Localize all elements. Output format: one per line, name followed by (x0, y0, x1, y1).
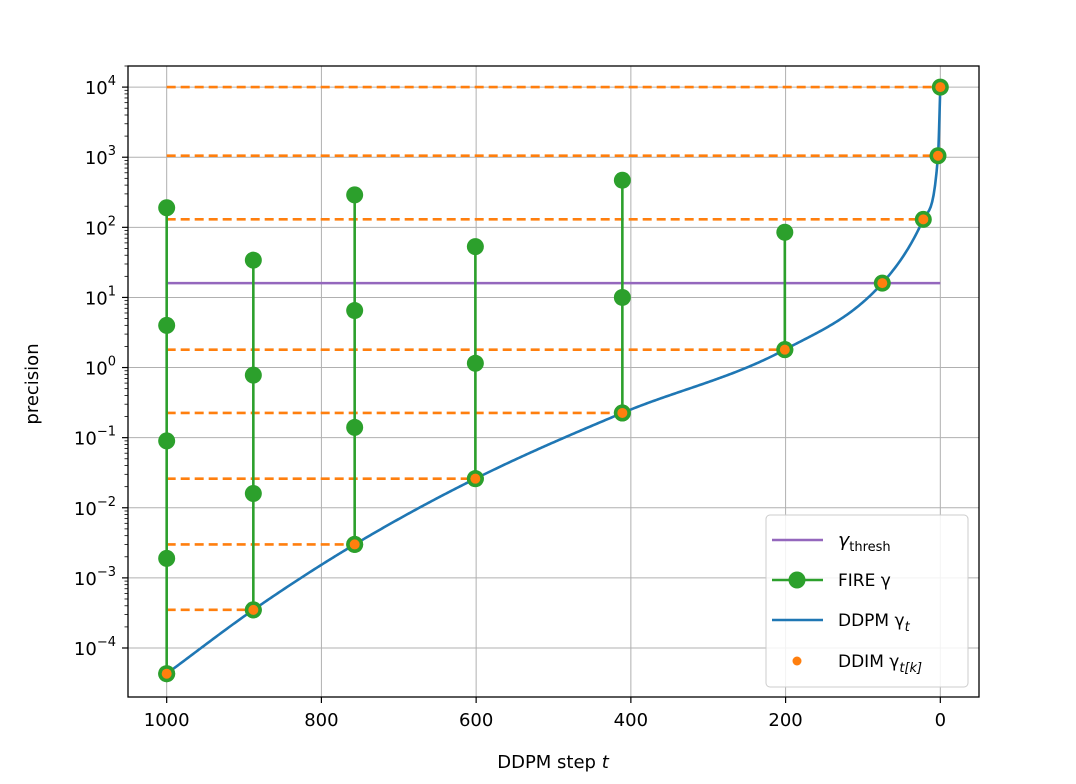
x-axis-label: DDPM step t (497, 752, 610, 773)
x-axis-ticks: 1000 800 600 400 200 0 (144, 697, 946, 731)
fire-marker (158, 316, 176, 334)
y-tick-label: 101 (85, 284, 116, 309)
legend-label-ddim-sub: t[k] (899, 661, 922, 676)
ddim-point (935, 82, 946, 93)
fire-marker (346, 418, 364, 436)
fire-marker (776, 223, 794, 241)
y-tick-label: 10−3 (74, 565, 116, 590)
ddim-point (932, 150, 943, 161)
ddim-point (779, 344, 790, 355)
fire-marker (158, 199, 176, 217)
ddim-point (248, 604, 259, 615)
legend-label-ddpm-sub: t (905, 620, 911, 635)
y-tick-label: 10−2 (74, 495, 116, 520)
x-tick-label: 800 (304, 710, 338, 731)
ddpm-curve (165, 87, 942, 675)
legend-label-ddim-main: DDIM γ (838, 652, 899, 672)
fire-marker (244, 484, 262, 502)
plot-frame (127, 65, 980, 698)
legend-swatch-fire-marker (788, 571, 806, 589)
y-tick-label: 10−4 (74, 635, 116, 660)
ddim-point (877, 278, 888, 289)
fire-marker (244, 251, 262, 269)
y-tick-label: 102 (85, 214, 116, 239)
ddim-point (349, 539, 360, 550)
grid (128, 66, 979, 697)
legend-label-thresh-main: γ (838, 529, 851, 551)
x-tick-label: 200 (768, 710, 802, 731)
fire-marker (466, 238, 484, 256)
legend-label-ddpm: DDPM γt (838, 611, 911, 635)
y-tick-label: 103 (85, 144, 116, 169)
fire-marker (346, 186, 364, 204)
y-tick-label: 10−1 (74, 425, 116, 450)
fire-marker (158, 549, 176, 567)
x-axis-label-text: DDPM step (497, 752, 596, 773)
ddim-points (158, 78, 949, 683)
legend-label-thresh-sub: thresh (849, 540, 890, 555)
fire-marker (466, 354, 484, 372)
ddim-point (470, 473, 481, 484)
ddpm-curve-path (165, 87, 942, 675)
fire-marker (613, 288, 631, 306)
legend-label-thresh: γthresh (838, 529, 891, 555)
legend-label-ddpm-main: DDPM γ (838, 611, 905, 631)
legend-swatch-ddim (792, 656, 802, 666)
legend-label-ddim: DDIM γt[k] (838, 652, 922, 676)
legend-label-fire: FIRE γ (838, 571, 891, 591)
ddim-point (161, 668, 172, 679)
legend-box (765, 514, 969, 688)
fire-marker (244, 366, 262, 384)
y-tick-label: 104 (85, 74, 116, 99)
ddim-point (617, 407, 628, 418)
x-tick-label: 1000 (144, 710, 190, 731)
x-tick-label: 0 (935, 710, 946, 731)
y-axis-label: precision (22, 343, 43, 424)
y-tick-label: 100 (85, 355, 116, 380)
fire-marker (613, 171, 631, 189)
x-axis-label-var: t (602, 752, 610, 773)
fire-marker (346, 302, 364, 320)
y-axis-ticks: 10−4 10−3 10−2 10−1 100 101 102 103 104 (74, 65, 128, 660)
fire-marker (158, 432, 176, 450)
ddim-point (918, 214, 929, 225)
x-tick-label: 400 (614, 710, 648, 731)
legend: γthresh FIRE γ DDPM γt DDIM γt[k] (765, 514, 969, 688)
x-tick-label: 600 (459, 710, 493, 731)
